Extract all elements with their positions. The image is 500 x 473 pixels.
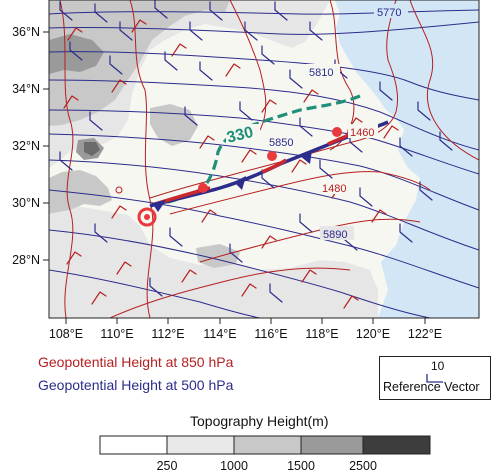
contour-label-5810: 5810 [309, 67, 333, 79]
reference-barb-icon [426, 374, 443, 383]
colorbar-label: 2500 [349, 459, 377, 473]
contour-label-5770: 5770 [377, 7, 401, 19]
label-bg [374, 4, 408, 18]
map-content: 5770 5810 5850 5890 1460 1480 330 [49, 0, 479, 318]
longitude-labels: 108°E 110°E 112°E 114°E 116°E 118°E 120°… [49, 327, 442, 341]
theta-e-label-330: 330 [225, 124, 255, 147]
contour-label-1480: 1480 [322, 183, 346, 195]
front-triangle [300, 150, 312, 164]
contour-label-5850: 5850 [269, 137, 293, 149]
lon-label: 110°E [100, 327, 133, 341]
label-bg [306, 64, 340, 78]
front-triangle [152, 200, 166, 212]
sea-area [335, 0, 479, 318]
lon-label: 122°E [408, 327, 442, 341]
topography-medium [49, 0, 230, 126]
topography-light-2 [49, 205, 378, 318]
latitude-labels: 36°N 34°N 32°N 30°N 28°N [12, 25, 40, 267]
colorbar-label: 1500 [287, 459, 315, 473]
reference-vector-label: Reference Vector [383, 380, 480, 394]
topography-medium-2 [49, 170, 112, 214]
colorbar-bin [362, 435, 431, 455]
lon-label: 116°E [254, 327, 287, 341]
front-triangle [234, 176, 246, 190]
label-bg [320, 226, 354, 240]
label-bg [320, 180, 350, 194]
label-bg [266, 134, 300, 148]
label-bg [226, 124, 260, 142]
lon-label: 112°E [151, 327, 184, 341]
colorbar-bin [166, 435, 235, 455]
wind-barbs [59, 0, 453, 309]
lon-label: 118°E [305, 327, 338, 341]
map-frame [48, 0, 480, 319]
axis-ticks [43, 31, 426, 324]
legend-500hPa: Geopotential Height at 500 hPa [38, 377, 234, 393]
lon-label: 114°E [203, 327, 236, 341]
lat-label: 32°N [12, 139, 40, 153]
topography-dark-3 [84, 142, 100, 156]
reference-vector-value: 10 [431, 359, 445, 373]
colorbar-bin [233, 435, 302, 455]
colorbar-bin [99, 435, 168, 455]
front-semicircle [332, 127, 342, 137]
lon-label: 120°E [356, 327, 390, 341]
lat-label: 30°N [12, 196, 40, 210]
lat-label: 28°N [12, 253, 40, 267]
reference-vector-box: 10 Reference Vector [379, 356, 491, 400]
legend-850hPa: Geopotential Height at 850 hPa [38, 354, 234, 370]
low-center-marker [115, 186, 123, 194]
front-semicircle [267, 151, 277, 161]
colorbar [99, 435, 431, 455]
colorbar-label: 250 [156, 459, 178, 473]
contour-label-1460: 1460 [350, 127, 374, 139]
contour-label-5890: 5890 [323, 229, 347, 241]
label-bg [348, 124, 378, 138]
topography-dark [49, 34, 104, 74]
lat-label: 36°N [12, 25, 40, 39]
low-pressure-symbol [137, 207, 157, 227]
colorbar-bin [300, 435, 364, 455]
colorbar-title: Topography Height(m) [190, 413, 329, 429]
colorbar-label: 1000 [220, 459, 248, 473]
lon-label: 108°E [49, 327, 83, 341]
lat-label: 34°N [12, 82, 40, 96]
front-semicircle [198, 183, 208, 193]
